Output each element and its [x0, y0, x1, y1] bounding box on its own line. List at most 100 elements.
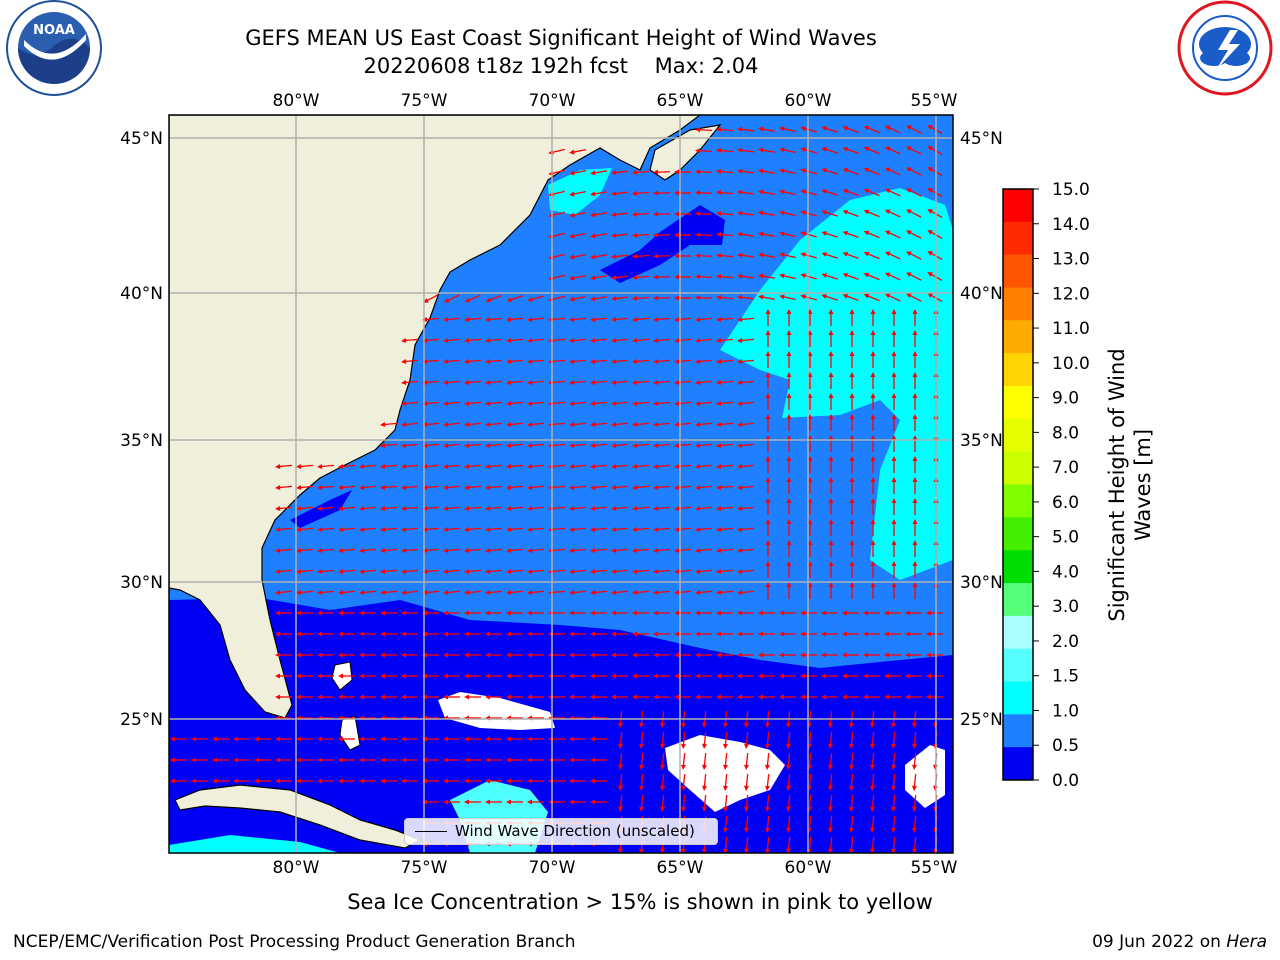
wave-arrow — [661, 731, 665, 747]
wave-arrow-head — [674, 463, 680, 469]
wave-arrow-head — [786, 351, 792, 356]
lon-label-bottom: 60°W — [785, 858, 832, 878]
wave-arrow-head — [401, 337, 407, 343]
wave-arrow-head — [618, 722, 623, 728]
wave-arrow-head — [506, 505, 512, 511]
colorbar-segment — [1003, 221, 1033, 256]
lat-label-left: 30°N — [120, 573, 163, 593]
wave-arrow — [319, 464, 335, 468]
wave-arrow-head — [716, 589, 722, 595]
wave-arrow-head — [821, 189, 827, 194]
wave-arrow-head — [611, 442, 617, 448]
wave-arrow-head — [527, 778, 532, 784]
wave-arrow-head — [464, 547, 470, 553]
wave-arrow-head — [275, 673, 280, 679]
wave-arrow-head — [828, 785, 833, 791]
wave-arrow — [592, 233, 608, 237]
wave-arrow — [634, 191, 650, 195]
wave-arrow-head — [912, 848, 917, 853]
wave-arrow — [808, 794, 812, 810]
wave-arrow — [739, 506, 755, 510]
wave-arrow — [718, 380, 734, 384]
wave-arrow-head — [674, 169, 680, 175]
wave-arrow-head — [737, 484, 743, 490]
wave-arrow — [697, 548, 713, 552]
wave-arrow-head — [737, 358, 743, 364]
wave-arrow-head — [870, 764, 875, 770]
wave-arrow — [424, 569, 440, 573]
moderate-wave-zone — [169, 835, 340, 853]
wave-arrow — [277, 485, 293, 489]
wave-arrow-head — [338, 778, 343, 784]
wave-arrow — [592, 569, 608, 573]
wave-arrow-head — [632, 190, 638, 196]
wave-arrow-head — [611, 275, 617, 281]
wave-arrow — [613, 170, 629, 174]
wave-arrow-head — [275, 757, 280, 763]
wave-arrow-head — [828, 498, 834, 503]
wave-arrow-head — [569, 233, 575, 239]
wave-arrow — [913, 710, 917, 726]
wave-arrow-head — [317, 736, 322, 742]
wave-arrow — [739, 296, 755, 300]
wave-arrow-head — [485, 337, 491, 343]
wave-arrow — [319, 485, 335, 489]
wave-arrow-head — [632, 589, 638, 595]
wave-arrow-head — [590, 778, 595, 784]
wave-arrow — [640, 773, 644, 789]
wave-arrow-head — [380, 757, 385, 763]
wave-arrow — [592, 380, 608, 384]
wave-arrow-head — [338, 694, 343, 700]
wave-arrow-head — [590, 191, 596, 197]
wave-arrow — [724, 731, 728, 747]
wave-arrow — [382, 548, 398, 552]
wave-arrow — [613, 527, 629, 531]
wave-arrow — [424, 443, 440, 447]
wave-arrow-head — [317, 610, 322, 616]
wave-arrow — [445, 338, 461, 342]
wave-arrow-head — [674, 253, 680, 259]
wave-arrow — [487, 590, 503, 594]
wave-arrow — [466, 506, 482, 510]
wave-arrow — [655, 590, 671, 594]
wave-arrow — [871, 731, 875, 747]
wave-arrow-head — [590, 505, 596, 511]
wave-arrow-head — [338, 673, 343, 679]
wave-arrow-head — [632, 484, 638, 490]
wave-arrow-head — [618, 743, 623, 749]
wave-arrow — [655, 338, 671, 342]
wave-arrow — [908, 126, 922, 134]
wave-arrow-head — [842, 146, 849, 152]
wave-arrow-head — [842, 694, 847, 700]
wave-arrow — [403, 380, 419, 384]
wave-arrow-head — [912, 582, 918, 587]
wave-arrow-head — [674, 526, 680, 532]
wave-arrow-head — [569, 631, 574, 637]
wave-arrow-head — [338, 610, 343, 616]
wave-arrow-head — [653, 400, 659, 406]
colorbar-segment — [1003, 320, 1033, 354]
wave-arrow-head — [464, 652, 469, 658]
wave-arrow-head — [737, 231, 743, 237]
low-wave-patch — [600, 205, 725, 283]
colorbar-tick-label: 1.5 — [1052, 667, 1079, 687]
wave-arrow-head — [590, 589, 596, 595]
wave-arrow-head — [674, 295, 680, 301]
wave-arrow — [613, 212, 629, 216]
wave-arrow — [908, 231, 922, 239]
wave-arrow-head — [639, 722, 644, 728]
wave-arrow-head — [828, 456, 834, 461]
wave-arrow-head — [632, 547, 638, 553]
wave-arrow — [550, 380, 566, 384]
colorbar-tick-label: 4.0 — [1052, 562, 1079, 582]
wave-arrow-head — [870, 848, 875, 853]
wave-arrow-head — [906, 272, 912, 277]
wave-arrow — [739, 443, 755, 447]
wave-arrow-head — [716, 379, 722, 385]
wave-arrow — [487, 422, 503, 426]
wave-arrow-head — [849, 848, 854, 853]
lon-label-top: 70°W — [529, 91, 576, 111]
wave-arrow — [424, 317, 440, 321]
wave-arrow-head — [905, 652, 910, 658]
wave-arrow-head — [359, 694, 364, 700]
